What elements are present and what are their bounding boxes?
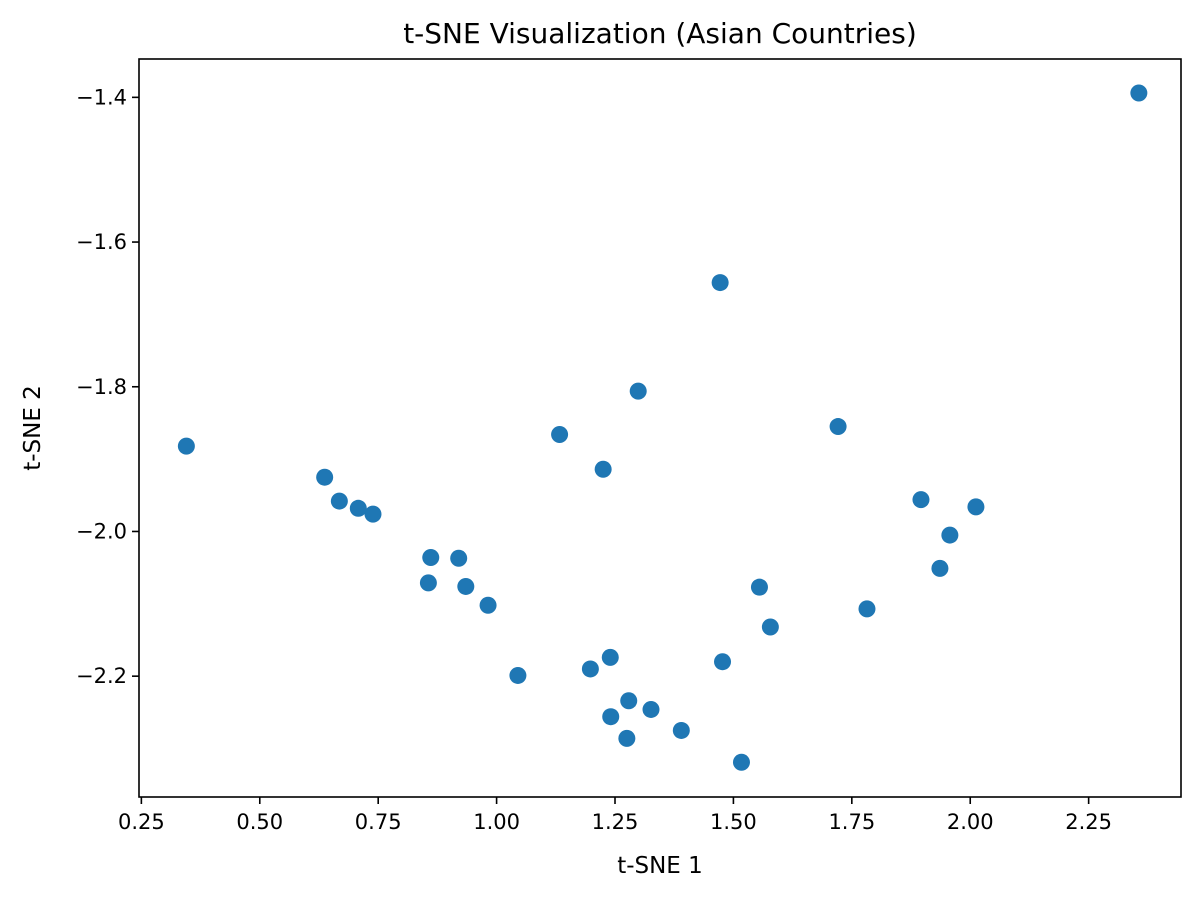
data-point bbox=[620, 692, 638, 710]
x-tick-label: 0.75 bbox=[355, 810, 402, 834]
data-point bbox=[714, 653, 732, 671]
x-axis-label: t-SNE 1 bbox=[617, 853, 703, 879]
data-point bbox=[642, 700, 660, 718]
data-point bbox=[931, 559, 949, 577]
data-point bbox=[422, 549, 440, 567]
axes-frame bbox=[138, 58, 1182, 798]
data-point bbox=[761, 618, 779, 636]
y-tick-label: −1.4 bbox=[76, 85, 127, 109]
x-tick-label: 1.25 bbox=[592, 810, 639, 834]
data-point bbox=[967, 498, 985, 516]
plot-area bbox=[177, 84, 1148, 771]
data-point bbox=[457, 577, 475, 595]
x-tick-label: 1.50 bbox=[710, 810, 757, 834]
data-point bbox=[629, 382, 647, 400]
data-point bbox=[330, 492, 348, 510]
x-tick-label: 2.25 bbox=[1065, 810, 1112, 834]
data-point bbox=[829, 418, 847, 436]
data-point bbox=[581, 660, 599, 678]
y-tick-label: −2.2 bbox=[76, 664, 127, 688]
x-axis: 0.25 0.50 0.75 1.00 1.25 1.50 1.75 2.00 2.25 bbox=[118, 797, 1112, 834]
data-point bbox=[912, 491, 930, 509]
data-point bbox=[450, 549, 468, 567]
data-point bbox=[602, 708, 620, 726]
data-point bbox=[732, 753, 750, 771]
x-tick-label: 0.50 bbox=[236, 810, 283, 834]
y-tick-label: −1.6 bbox=[76, 230, 127, 254]
data-point bbox=[618, 729, 636, 747]
data-point bbox=[750, 578, 768, 596]
data-point bbox=[177, 437, 195, 455]
data-point bbox=[601, 648, 619, 666]
data-point bbox=[551, 426, 569, 444]
x-tick-label: 0.25 bbox=[118, 810, 165, 834]
y-tick-label: −1.8 bbox=[76, 375, 127, 399]
x-tick-label: 1.75 bbox=[828, 810, 875, 834]
data-point bbox=[479, 596, 497, 614]
data-point bbox=[419, 574, 437, 592]
y-axis: −1.4 −1.6 −1.8 −2.0 −2.2 bbox=[76, 85, 139, 688]
data-point bbox=[349, 499, 367, 517]
data-point bbox=[941, 526, 959, 544]
x-tick-label: 1.00 bbox=[473, 810, 520, 834]
data-point bbox=[509, 666, 527, 684]
chart-title: t-SNE Visualization (Asian Countries) bbox=[403, 17, 917, 50]
data-point bbox=[672, 721, 690, 739]
data-point bbox=[858, 600, 876, 618]
y-axis-label: t-SNE 2 bbox=[20, 385, 46, 471]
x-tick-label: 2.00 bbox=[947, 810, 994, 834]
data-point bbox=[711, 274, 729, 292]
y-tick-label: −2.0 bbox=[76, 519, 127, 543]
data-point bbox=[594, 460, 612, 478]
data-point bbox=[1130, 84, 1148, 102]
data-point bbox=[316, 468, 334, 486]
data-point bbox=[364, 505, 382, 523]
